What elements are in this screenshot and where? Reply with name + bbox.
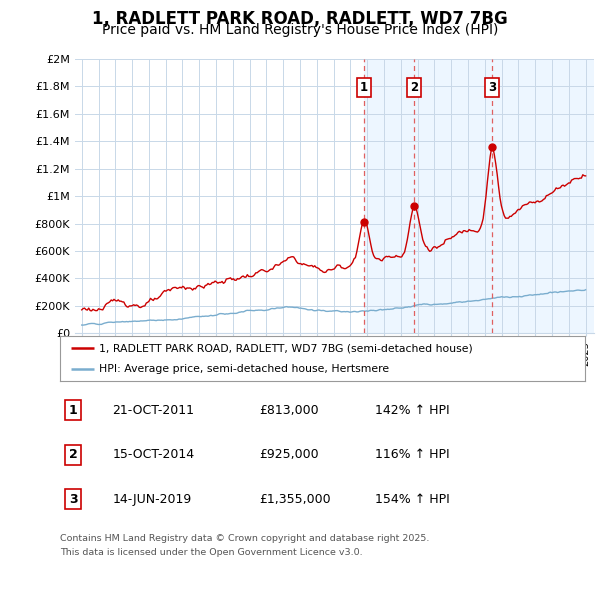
Text: HPI: Average price, semi-detached house, Hertsmere: HPI: Average price, semi-detached house,… <box>100 363 389 373</box>
Text: 116% ↑ HPI: 116% ↑ HPI <box>375 448 449 461</box>
Text: 2: 2 <box>69 448 77 461</box>
Text: 142% ↑ HPI: 142% ↑ HPI <box>375 404 449 417</box>
Text: 2: 2 <box>410 81 418 94</box>
Text: 3: 3 <box>488 81 496 94</box>
Text: 154% ↑ HPI: 154% ↑ HPI <box>375 493 450 506</box>
Text: £813,000: £813,000 <box>260 404 319 417</box>
Text: Contains HM Land Registry data © Crown copyright and database right 2025.: Contains HM Land Registry data © Crown c… <box>60 534 430 543</box>
Text: 1, RADLETT PARK ROAD, RADLETT, WD7 7BG (semi-detached house): 1, RADLETT PARK ROAD, RADLETT, WD7 7BG (… <box>100 343 473 353</box>
Text: 21-OCT-2011: 21-OCT-2011 <box>113 404 194 417</box>
Text: 1: 1 <box>69 404 77 417</box>
Text: £1,355,000: £1,355,000 <box>260 493 331 506</box>
Text: This data is licensed under the Open Government Licence v3.0.: This data is licensed under the Open Gov… <box>60 548 362 556</box>
Text: £925,000: £925,000 <box>260 448 319 461</box>
Text: 15-OCT-2014: 15-OCT-2014 <box>113 448 194 461</box>
Text: 1: 1 <box>360 81 368 94</box>
Text: 14-JUN-2019: 14-JUN-2019 <box>113 493 192 506</box>
Text: Price paid vs. HM Land Registry's House Price Index (HPI): Price paid vs. HM Land Registry's House … <box>102 23 498 37</box>
Text: 3: 3 <box>69 493 77 506</box>
Text: 1, RADLETT PARK ROAD, RADLETT, WD7 7BG: 1, RADLETT PARK ROAD, RADLETT, WD7 7BG <box>92 10 508 28</box>
Bar <box>364 59 594 333</box>
